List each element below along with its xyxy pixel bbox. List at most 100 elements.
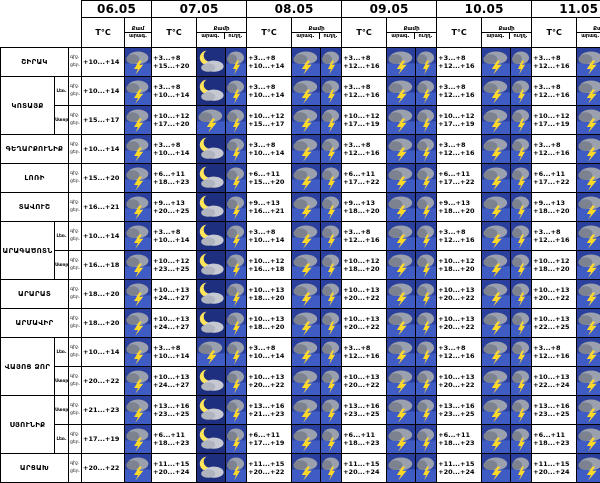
storm-icon (321, 338, 341, 366)
region-row: Ստոր.գիշ.ցեր.+16...+18+10...+12+23...+25… (1, 251, 600, 280)
day-temp: +18...+20 (533, 265, 576, 273)
night-temp: +10...+12 (248, 112, 291, 120)
storm-icon (125, 309, 151, 337)
day-temp: +18...+23 (153, 439, 196, 447)
night-temp: +11...+15 (153, 460, 196, 468)
temperature-cell: +3...+8+12...+16 (342, 135, 387, 164)
temperature-cell: +6...+11+18...+23 (152, 164, 197, 193)
temperature-cell: +6...+11+18...+23 (532, 425, 577, 454)
night-day-labels: գիշ.ցեր. (69, 309, 82, 338)
corner-cell (1, 1, 82, 48)
temperature-cell: +10...+13+24...+27 (152, 309, 197, 338)
weather-icon-cell (125, 338, 152, 367)
storm-icon (416, 193, 436, 221)
storm-icon (321, 251, 341, 279)
storm-icon (125, 367, 151, 395)
wind-icon-cell (416, 135, 437, 164)
date-header: 06.05 (82, 1, 152, 18)
night-temp: +3...+8 (343, 54, 386, 62)
wind-icon-cell (511, 222, 532, 251)
night-temp: +3...+8 (533, 344, 576, 352)
temperature-cell: +10...+12+16...+18 (247, 251, 292, 280)
weather-icon-cell (482, 425, 511, 454)
storm-icon (511, 48, 531, 76)
day-temp: +23...+25 (343, 410, 386, 418)
day-temp: +12...+16 (343, 236, 386, 244)
day-temp: +12...+16 (533, 236, 576, 244)
weather-icon-cell (387, 454, 416, 483)
storm-icon (482, 338, 510, 366)
night-day-labels: գիշ.ցեր. (69, 425, 82, 454)
temperature-cell: +18...+20 (82, 280, 125, 309)
temperature-cell: +10...+12+17...+19 (532, 106, 577, 135)
day-temp: +24...+27 (153, 323, 196, 331)
weather-icon-cell (197, 164, 226, 193)
weather-icon-cell (197, 222, 226, 251)
night-label: գիշ. (70, 315, 81, 323)
night-day-labels: գիշ.ցեր. (69, 338, 82, 367)
storm-icon (511, 367, 531, 395)
temperature-cell: +10...+12+18...+20 (532, 251, 577, 280)
weather-icon-cell (387, 193, 416, 222)
temperature-cell: +3...+8+10...+14 (152, 135, 197, 164)
wind-icon-cell (416, 280, 437, 309)
storm-icon (511, 338, 531, 366)
day-label: ցեր. (70, 410, 81, 418)
storm-icon (416, 280, 436, 308)
day-temp: +20...+22 (343, 294, 386, 302)
storm-icon (125, 77, 151, 105)
wind-speed-label: արագ. (387, 33, 414, 39)
wind-icon-cell (321, 309, 342, 338)
day-temp: +18...+23 (533, 439, 576, 447)
region-name: ԱՐՑԱԽ (1, 454, 69, 483)
temperature-cell: +3...+8+10...+14 (247, 338, 292, 367)
night-day-labels: գիշ.ցեր. (69, 222, 82, 251)
wind-icon-cell (416, 396, 437, 425)
day-temp: +12...+16 (533, 62, 576, 70)
night-temp: +6...+11 (248, 431, 291, 439)
storm-icon (292, 48, 320, 76)
weather-icon-cell (292, 338, 321, 367)
wind-icon-cell (511, 367, 532, 396)
wind-icon-cell (321, 425, 342, 454)
storm-icon (577, 367, 600, 395)
weather-icon-cell (292, 280, 321, 309)
weather-icon-cell (577, 164, 600, 193)
day-temp: +10...+14 (83, 348, 124, 356)
weather-icon-cell (292, 222, 321, 251)
storm-icon (511, 135, 531, 163)
temperature-cell: +6...+11+18...+23 (152, 425, 197, 454)
night-day-labels: գիշ.ցեր. (69, 396, 82, 425)
day-temp: +23...+25 (153, 265, 196, 273)
storm-icon (125, 280, 151, 308)
night-temp: +10...+13 (343, 286, 386, 294)
temperature-cell: +3...+8+12...+16 (437, 338, 482, 367)
weather-icon-cell (577, 106, 600, 135)
wind-icon-cell (226, 222, 247, 251)
wind-sublabels: արագ.ուղղ. (197, 33, 246, 39)
moon-cloud-icon (197, 425, 225, 453)
night-temp: +3...+8 (343, 141, 386, 149)
moon-cloud-icon (197, 309, 225, 337)
night-temp: +6...+11 (153, 170, 196, 178)
storm-icon (125, 338, 151, 366)
storm-icon (511, 309, 531, 337)
day-label: ցեր. (70, 178, 81, 186)
night-temp: +3...+8 (438, 344, 481, 352)
temperature-cell: +10...+13+24...+27 (152, 280, 197, 309)
moon-cloud-icon (197, 135, 225, 163)
wind-icon-cell (321, 367, 342, 396)
wind-icon-cell (511, 309, 532, 338)
wind-icon-cell (416, 338, 437, 367)
region-name: ՍՅՈՒՆԻՔ (1, 396, 55, 454)
weather-icon-cell (577, 135, 600, 164)
day-temp: +20...+22 (438, 323, 481, 331)
storm-icon (511, 396, 531, 424)
day-temp: +18...+23 (438, 439, 481, 447)
night-day-labels: գիշ.ցեր. (69, 367, 82, 396)
storm-icon (292, 280, 320, 308)
date-header: 08.05 (247, 1, 342, 18)
night-temp: +10...+13 (533, 315, 576, 323)
